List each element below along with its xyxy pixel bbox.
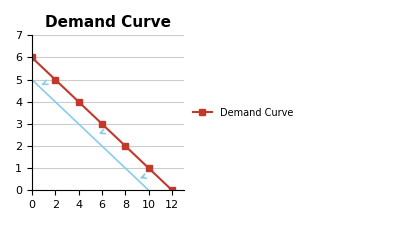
Title: Demand Curve: Demand Curve (45, 15, 171, 30)
Demand Curve (76, 100, 81, 103)
Demand Curve (146, 167, 151, 169)
Line: Demand Curve: Demand Curve (29, 55, 175, 193)
Demand Curve (30, 56, 34, 59)
Demand Curve (53, 78, 58, 81)
Demand Curve (100, 123, 104, 125)
Legend: Demand Curve: Demand Curve (189, 104, 297, 122)
Demand Curve (170, 189, 174, 192)
Demand Curve (123, 145, 128, 147)
